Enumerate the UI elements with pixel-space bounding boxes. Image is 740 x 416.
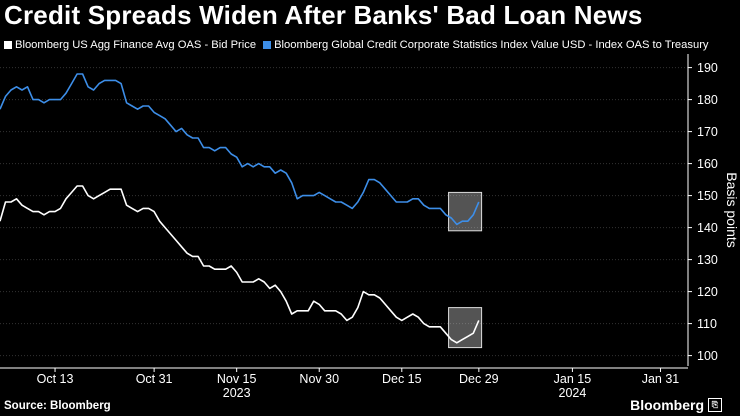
series-line-global-credit: [0, 73, 480, 226]
legend-item-global-credit: Bloomberg Global Credit Corporate Statis…: [263, 39, 709, 51]
x-tick-year-label: 2024: [559, 386, 587, 400]
x-tick-label: Jan 15: [554, 372, 592, 386]
y-tick-label: 130: [697, 253, 718, 267]
y-tick-label: 190: [697, 61, 718, 75]
series-line-us-agg-finance: [0, 185, 480, 344]
bloomberg-terminal-icon: ⎘: [708, 398, 722, 412]
x-tick-label: Oct 31: [136, 372, 173, 386]
legend-swatch-white: [4, 41, 12, 49]
x-tick-label: Oct 13: [37, 372, 74, 386]
y-axis-label: Basis points: [724, 172, 740, 247]
legend-item-us-agg-finance: Bloomberg US Agg Finance Avg OAS - Bid P…: [4, 39, 256, 51]
y-tick-label: 140: [697, 221, 718, 235]
y-tick-label: 120: [697, 285, 718, 299]
chart-legend: Bloomberg US Agg Finance Avg OAS - Bid P…: [4, 38, 709, 52]
legend-label-us-agg-finance: Bloomberg US Agg Finance Avg OAS - Bid P…: [15, 39, 257, 51]
x-tick-label: Nov 15: [217, 372, 257, 386]
y-tick-label: 180: [697, 93, 718, 107]
highlight-box-0: [448, 191, 483, 232]
y-tick-label: 100: [697, 349, 718, 363]
legend-label-global-credit: Bloomberg Global Credit Corporate Statis…: [274, 39, 709, 51]
chart-title: Credit Spreads Widen After Banks' Bad Lo…: [4, 0, 643, 30]
x-tick-label: Dec 15: [382, 372, 422, 386]
x-tick-label: Jan 31: [642, 372, 680, 386]
legend-swatch-blue: [263, 41, 272, 49]
y-tick-label: 110: [697, 317, 717, 331]
y-tick-label: 160: [697, 157, 718, 171]
y-tick-label: 150: [697, 189, 718, 203]
x-tick-label: Dec 29: [459, 372, 499, 386]
brand-label: Bloomberg: [630, 397, 704, 413]
source-note: Source: Bloomberg: [4, 400, 111, 412]
bloomberg-brand: Bloomberg ⎘: [630, 397, 722, 413]
x-tick-label: Nov 30: [299, 372, 339, 386]
x-tick-year-label: 2023: [223, 386, 251, 400]
y-tick-label: 170: [697, 125, 718, 139]
